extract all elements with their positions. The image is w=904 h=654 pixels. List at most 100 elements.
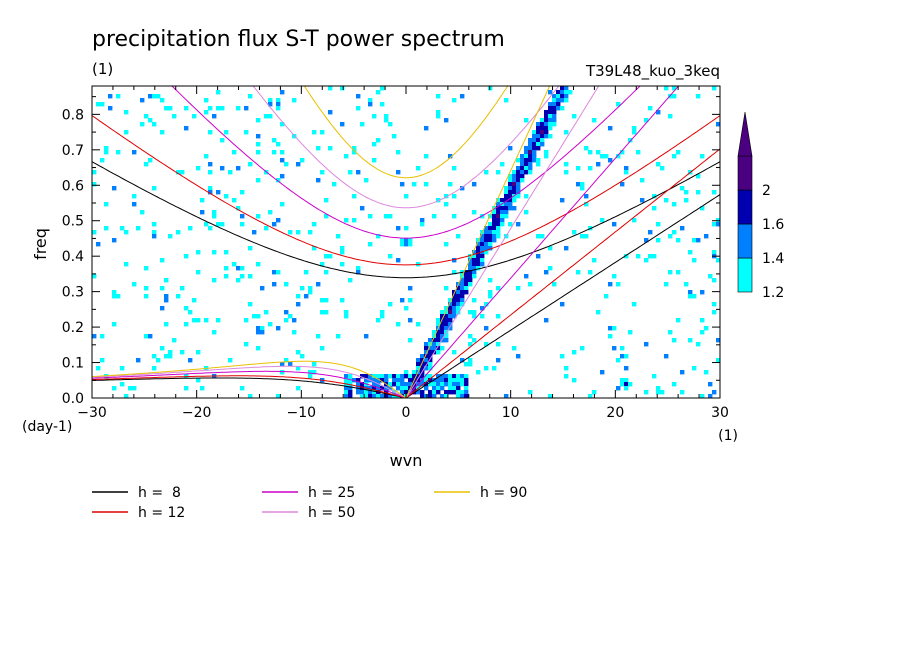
contour-cell xyxy=(360,122,365,127)
contour-cell xyxy=(340,250,345,255)
contour-cell xyxy=(656,386,661,391)
contour-cell xyxy=(324,198,329,203)
contour-cell xyxy=(616,386,621,391)
contour-cell xyxy=(488,230,493,235)
contour-cell xyxy=(560,106,565,111)
contour-cell xyxy=(552,114,557,119)
contour-cell xyxy=(444,394,449,398)
contour-cell xyxy=(408,238,413,243)
contour-cell xyxy=(248,162,253,167)
legend-label: h = 25 xyxy=(308,485,355,501)
contour-cell xyxy=(308,370,313,375)
contour-cell xyxy=(620,378,625,383)
contour-cell xyxy=(496,342,501,347)
contour-cell xyxy=(448,374,453,379)
contour-cell xyxy=(424,354,429,359)
contour-cell xyxy=(424,126,429,131)
contour-cell xyxy=(352,218,357,223)
contour-cell xyxy=(256,314,261,319)
contour-cell xyxy=(436,374,441,379)
contour-cell xyxy=(460,290,465,295)
contour-cell xyxy=(208,106,213,111)
contour-cell xyxy=(296,302,301,307)
contour-cell xyxy=(316,282,321,287)
contour-cell xyxy=(540,122,545,127)
contour-cell xyxy=(632,130,637,135)
contour-cell xyxy=(432,382,437,387)
contour-cell xyxy=(584,202,589,207)
contour-cell xyxy=(312,130,317,135)
contour-cell xyxy=(124,230,129,235)
rossby-curve xyxy=(92,360,407,398)
contour-cell xyxy=(396,374,401,379)
contour-cell xyxy=(452,298,457,303)
contour-cell xyxy=(120,366,125,371)
contour-cell xyxy=(376,378,381,383)
contour-cell xyxy=(712,250,717,255)
contour-cell xyxy=(344,378,349,383)
contour-cell xyxy=(424,358,429,363)
contour-cell xyxy=(428,382,433,387)
contour-cell xyxy=(704,326,709,331)
contour-cell xyxy=(332,182,337,187)
contour-cell xyxy=(428,366,433,371)
contour-cell xyxy=(684,198,689,203)
contour-cell xyxy=(504,214,509,219)
contour-cell xyxy=(380,374,385,379)
contour-cell xyxy=(324,214,329,219)
contour-cell xyxy=(208,186,213,191)
contour-cell xyxy=(400,298,405,303)
contour-cell xyxy=(456,302,461,307)
contour-cell xyxy=(548,90,553,95)
contour-cell xyxy=(388,214,393,219)
contour-cell xyxy=(112,290,117,295)
contour-cell xyxy=(676,318,681,323)
contour-cell xyxy=(516,186,521,191)
y-tick-label: 0.4 xyxy=(62,249,84,265)
contour-cell xyxy=(420,362,425,367)
contour-cell xyxy=(492,206,497,211)
contour-cell xyxy=(152,186,157,191)
contour-cell xyxy=(256,346,261,351)
contour-cell xyxy=(520,154,525,159)
contour-cell xyxy=(616,102,621,107)
contour-cell xyxy=(652,206,657,211)
contour-cell xyxy=(488,246,493,251)
contour-cell xyxy=(376,234,381,239)
contour-cell xyxy=(424,362,429,367)
contour-cell xyxy=(480,238,485,243)
gravity-curve xyxy=(303,86,509,179)
contour-cell xyxy=(656,162,661,167)
contour-cell xyxy=(312,222,317,227)
contour-cell xyxy=(624,354,629,359)
contour-cell xyxy=(168,350,173,355)
contour-cell xyxy=(524,166,529,171)
contour-cell xyxy=(444,334,449,339)
contour-cell xyxy=(476,262,481,267)
contour-cell xyxy=(388,254,393,259)
contour-cell xyxy=(504,202,509,207)
contour-cell xyxy=(464,270,469,275)
contour-cell xyxy=(368,394,373,398)
contour-cell xyxy=(128,386,133,391)
contour-cell xyxy=(532,130,537,135)
contour-cell xyxy=(500,210,505,215)
contour-cell xyxy=(432,346,437,351)
contour-cell xyxy=(500,218,505,223)
contour-cell xyxy=(460,286,465,291)
contour-cell xyxy=(160,306,165,311)
contour-cell xyxy=(492,210,497,215)
contour-cell xyxy=(352,146,357,151)
contour-cell xyxy=(700,206,705,211)
contour-cell xyxy=(240,190,245,195)
contour-cell xyxy=(548,110,553,115)
contour-cell xyxy=(256,178,261,183)
contour-cell xyxy=(388,386,393,391)
contour-cell xyxy=(520,162,525,167)
contour-cell xyxy=(372,374,377,379)
contour-cell xyxy=(208,170,213,175)
contour-cell xyxy=(488,234,493,239)
contour-cell xyxy=(444,390,449,395)
contour-cell xyxy=(124,394,129,398)
contour-cell xyxy=(696,174,701,179)
